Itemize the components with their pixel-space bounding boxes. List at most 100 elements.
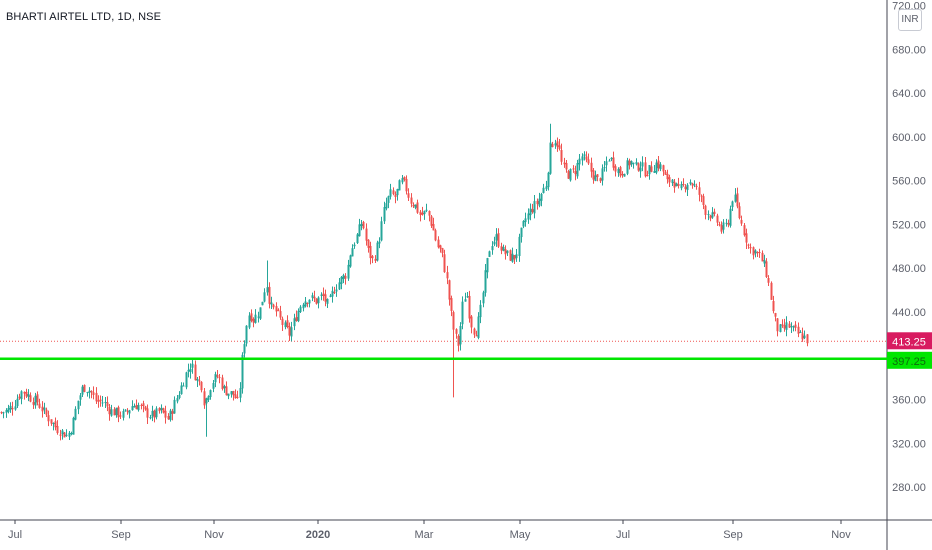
y-tick-label: 440.00 [892,307,926,319]
candle-body [493,241,496,245]
candle-body [448,280,451,300]
candle-body [374,258,377,261]
candle-body [387,196,390,203]
candle-body [788,323,791,328]
currency-button[interactable]: INR [898,9,922,31]
candle-body [297,310,300,322]
x-tick-label: Sep [111,529,131,541]
price-axis: 720.00680.00640.00600.00560.00520.00480.… [892,0,926,494]
candle-body [583,154,586,156]
candle-body [329,295,332,297]
candle-body [601,168,604,181]
candle-body [23,391,26,394]
candle-body [790,326,793,328]
candle-body [653,170,656,174]
candle-body [198,380,201,382]
candle-body [61,430,64,435]
candle-body [178,394,181,399]
y-tick-label: 600.00 [892,132,926,144]
candle-body [497,233,500,247]
candle-body [567,171,570,179]
y-tick-label: 640.00 [892,88,926,100]
candle-body [90,391,93,393]
candle-body [671,179,674,184]
candle-body [740,219,743,224]
candle-body [452,312,455,330]
candle-body [770,282,773,300]
candle-body [745,233,748,243]
candle-body [549,142,552,174]
candle-body [182,385,185,387]
candle-body [110,409,113,416]
candle-body [0,412,3,414]
candle-body [612,157,615,168]
candle-body [59,434,62,436]
candle-body [594,175,597,182]
candle-body [153,410,156,418]
candle-body [785,322,788,330]
candle-body [461,301,464,325]
candle-body [95,392,98,402]
support-price-badge: 397.25 [887,351,932,369]
candle-body [401,178,404,183]
candle-body [194,364,197,381]
candle-body [245,325,248,344]
candle-body [405,178,408,192]
candle-body [108,407,111,415]
candle-body [158,408,161,412]
candle-body [486,258,489,273]
candle-body [470,316,473,328]
candle-body [295,317,298,321]
candle-body [392,190,395,195]
candle-body [81,386,84,395]
candle-body [513,255,516,260]
candle-body [308,299,311,304]
y-tick-label: 360.00 [892,395,926,407]
candle-body [731,201,734,208]
candle-body [441,248,444,254]
candle-body [455,329,458,334]
candle-body [558,145,561,149]
candle-body [403,177,406,180]
candle-body [509,250,512,261]
candle-body [212,383,215,389]
candle-body [623,173,626,177]
candle-body [621,174,624,176]
candle-body [47,415,50,422]
candle-body [252,318,255,323]
candle-body [5,410,8,413]
candle-body [515,254,518,259]
x-tick-label: Jul [616,529,630,541]
candle-body [677,183,680,186]
candle-body [527,213,530,220]
candle-body [214,374,217,383]
candle-body [126,410,129,412]
candle-body [232,390,235,396]
candle-body [702,196,705,206]
candle-body [425,209,428,211]
candle-body [131,406,134,411]
candle-body [331,290,334,297]
candle-body [806,334,809,344]
candle-body [371,256,374,259]
candle-body [68,432,71,437]
candle-body [547,172,550,188]
candle-body [2,412,5,414]
candle-body [259,307,262,319]
candle-body [522,221,525,227]
candle-body [155,408,158,418]
candle-body [250,313,253,321]
candle-body [716,215,719,223]
candle-body [119,415,122,417]
candle-body [293,318,296,327]
candle-body [576,163,579,177]
candle-body [50,419,53,424]
candle-body [358,224,361,237]
candle-body [434,230,437,241]
candle-body [506,250,509,253]
candle-body [410,197,413,204]
candle-body [353,244,356,247]
candle-body [27,394,30,397]
candle-body [18,396,21,399]
